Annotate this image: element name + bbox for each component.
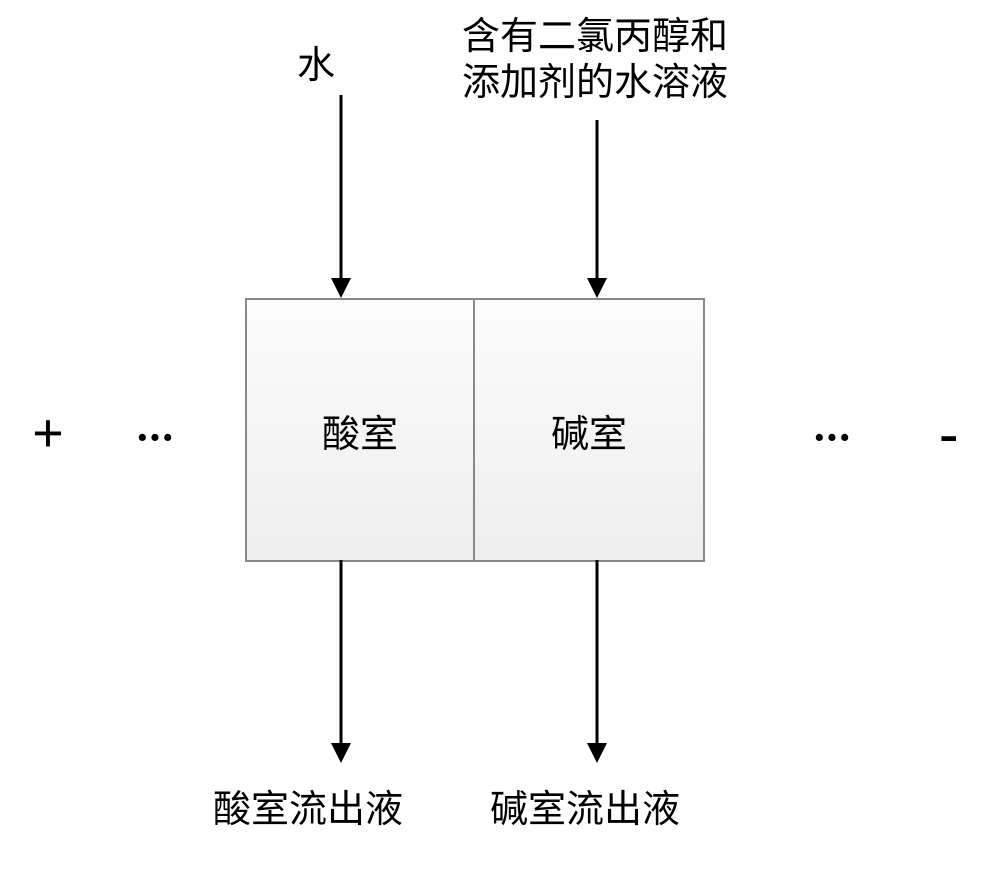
base-chamber-label: 碱室 [551,403,627,458]
acid-chamber: 酸室 [247,300,475,560]
input-label-solution-line2: 添加剂的水溶液 [462,62,728,104]
acid-chamber-label: 酸室 [322,403,398,458]
output-label-base: 碱室流出液 [490,778,680,833]
output-label-acid: 酸室流出液 [213,778,403,833]
dots-left: ··· [135,412,173,463]
dots-right: ··· [812,412,850,463]
base-chamber: 碱室 [475,300,703,560]
chamber-container: 酸室 碱室 [245,298,705,562]
input-label-water: 水 [297,34,335,89]
arrow-bottom-right [582,560,612,763]
arrow-bottom-left [326,560,356,763]
input-label-solution: 含有二氯丙醇和 添加剂的水溶液 [462,15,728,106]
electrode-positive: + [32,402,64,466]
arrow-top-left [326,95,356,298]
electrode-negative: - [939,402,958,466]
input-label-solution-line1: 含有二氯丙醇和 [462,16,728,58]
arrow-top-right [582,120,612,298]
electrodialysis-diagram: 水 含有二氯丙醇和 添加剂的水溶液 + ··· 酸室 碱室 ··· - [0,0,1000,883]
